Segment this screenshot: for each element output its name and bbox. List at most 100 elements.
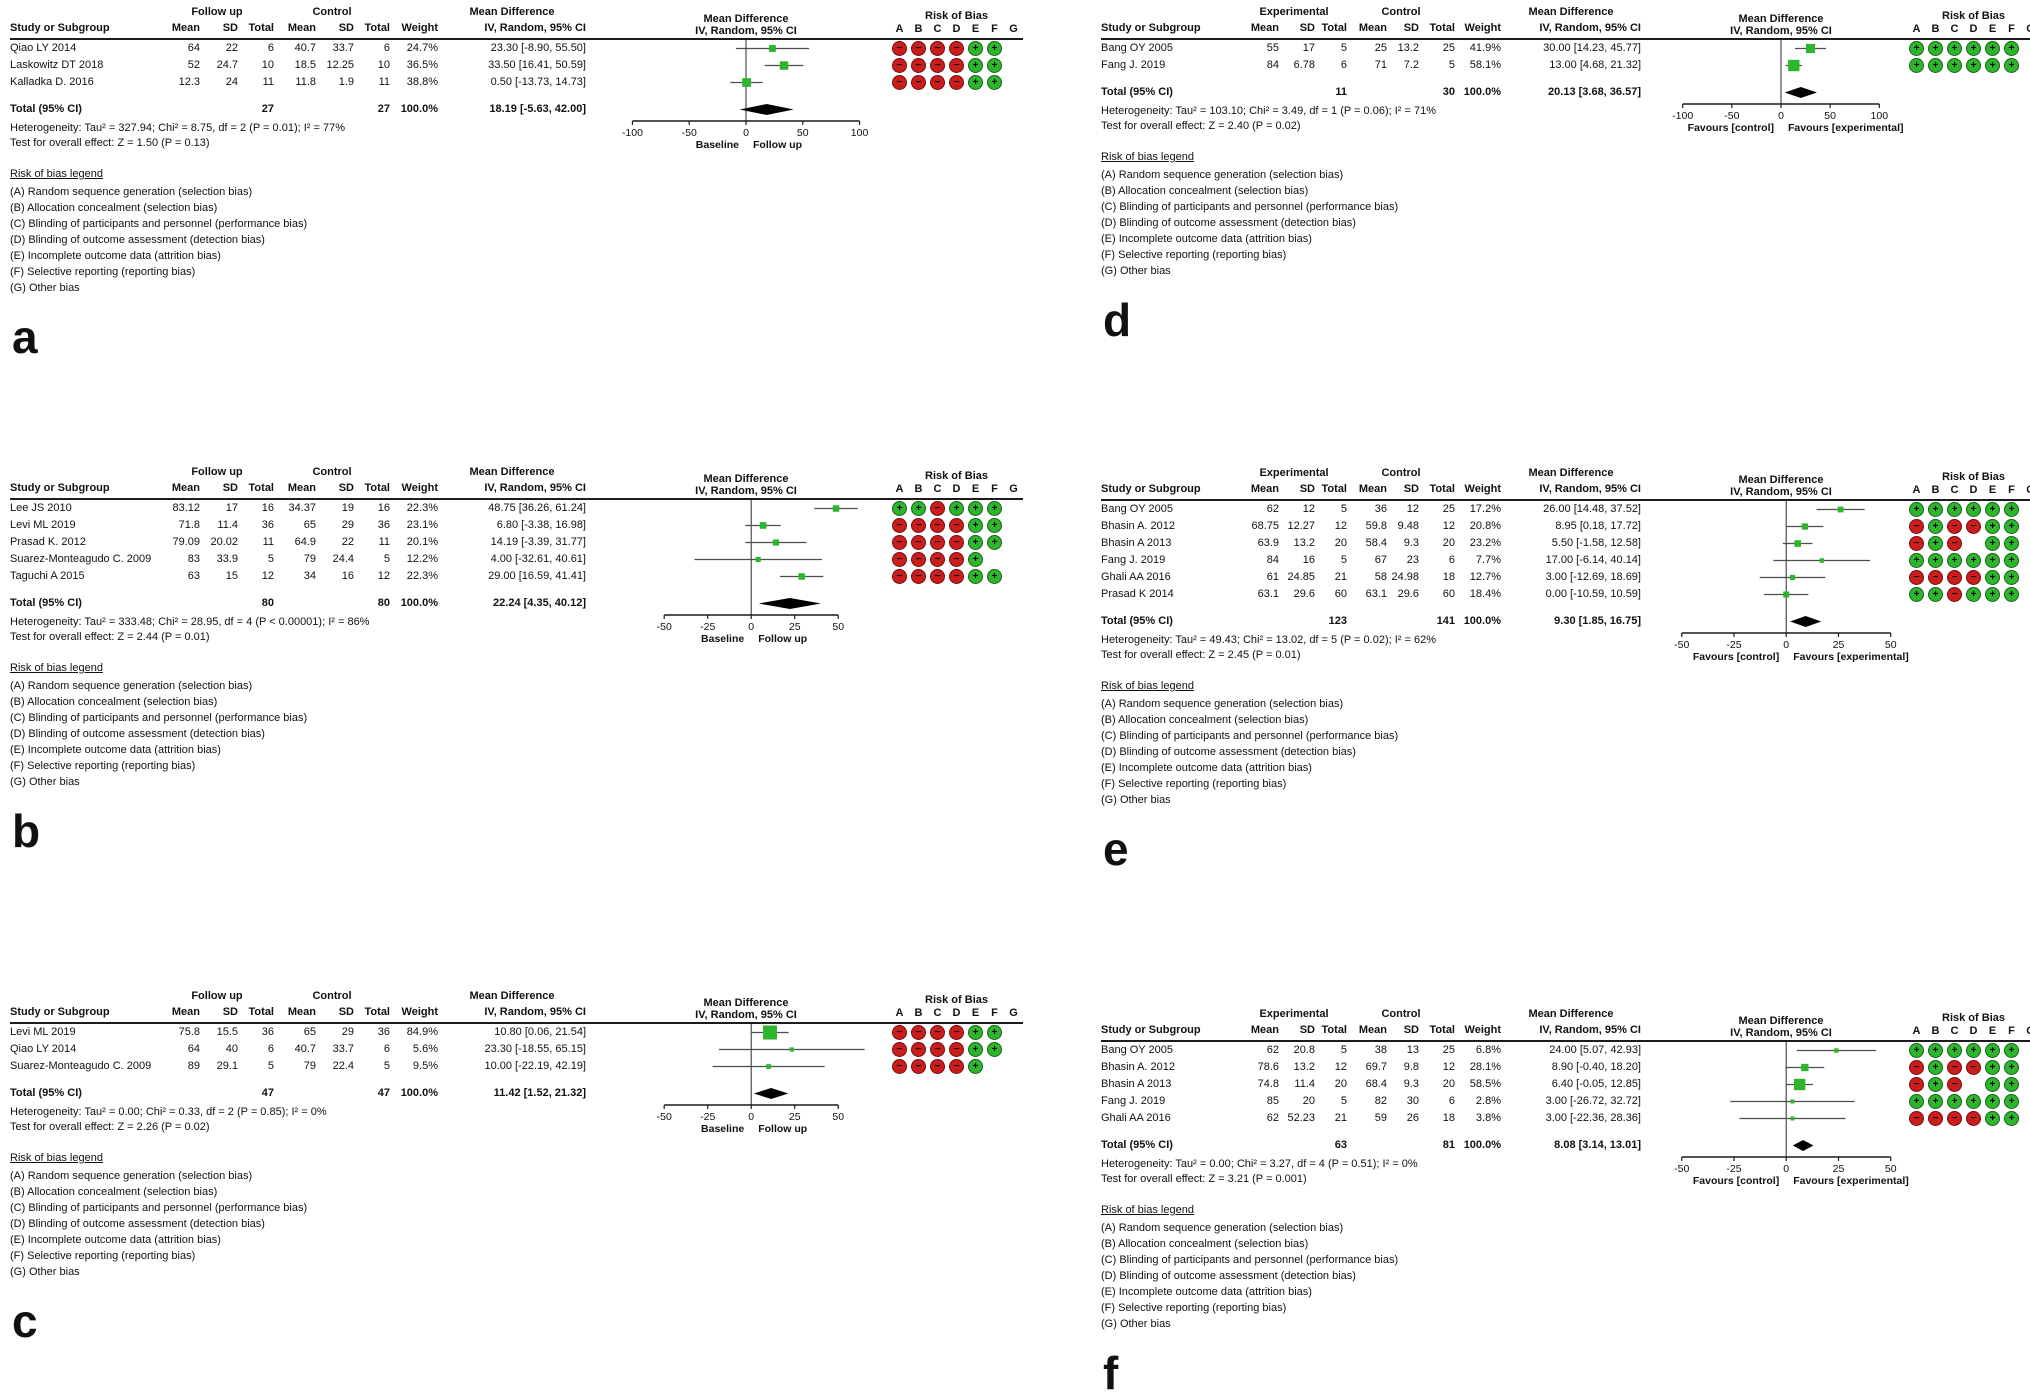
- table-cell: 33.7: [332, 42, 354, 54]
- table-column-headers: Study or Subgroup Mean SD Total Mean SD Total W…: [10, 480, 586, 497]
- rob-column-letter: A: [895, 1007, 904, 1019]
- panel-a: Follow up Control Mean Difference Study or …: [10, 5, 1023, 362]
- sd-column-header: SD: [338, 482, 354, 494]
- rob-slot: +: [2002, 570, 2021, 585]
- legend-item: (E) Incomplete outcome data (attrition b…: [1101, 762, 1312, 774]
- table-cell: 85: [1266, 1095, 1279, 1107]
- effect-square: [1793, 1078, 1806, 1091]
- rob-column-letter: F: [2008, 484, 2015, 496]
- effect-ci-column-header: IV, Random, 95% CI: [1539, 483, 1641, 495]
- rob-column-letter: A: [1912, 1025, 1921, 1037]
- effect-header: Mean Difference: [469, 990, 555, 1002]
- rob-grid: − − − − + + − − − − + + − − − − +: [880, 1024, 1023, 1138]
- rob-slot: +: [1983, 553, 2002, 568]
- rob-slot: −: [928, 552, 947, 567]
- rob-high-risk-dot: −: [1947, 1111, 1962, 1126]
- rob-column-letter: E: [1988, 484, 1997, 496]
- right-column: Experimental Control Mean Difference Study …: [1015, 0, 2030, 1398]
- rob-high-risk-dot: −: [1909, 1060, 1924, 1075]
- rob-low-risk-dot: +: [968, 501, 983, 516]
- legend-item: (D) Blinding of outcome assessment (dete…: [1101, 746, 1356, 758]
- table-cell: 26: [1406, 1112, 1419, 1124]
- rob-high-risk-dot: −: [930, 58, 945, 73]
- table-cell: 33.7: [332, 1043, 354, 1055]
- table-header: Experimental Control Mean Difference Study …: [1101, 6, 1641, 40]
- total-row: Total (95% CI) 47 47 100.0% 11.42 [1.52, 21.…: [10, 1085, 586, 1102]
- study-column-header: Study or Subgroup: [1101, 483, 1201, 495]
- rob-column-letter: G: [1009, 1007, 1018, 1019]
- rob-column-letter: C: [933, 1007, 942, 1019]
- table-cell: 62: [1266, 1112, 1279, 1124]
- rob-slot: +: [1983, 1094, 2002, 1109]
- rob-slot: +: [1945, 502, 1964, 517]
- risk-of-bias-legend: Risk of bias legend (A) Random sequence g…: [10, 1150, 1015, 1280]
- rob-slot: −: [909, 569, 928, 584]
- panel-e: Experimental Control Mean Difference Study …: [1101, 467, 2030, 874]
- table-cell: 61: [1266, 571, 1279, 583]
- table-cell: 20: [1334, 1078, 1347, 1090]
- rob-column-letter: D: [952, 23, 961, 35]
- rob-low-risk-dot: +: [2004, 41, 2019, 56]
- rob-slot: +: [2002, 58, 2021, 73]
- rob-slot: −: [928, 518, 947, 533]
- axis-tick-label: 0: [1783, 1163, 1789, 1175]
- panel-grid: Follow up Control Mean Difference Study or …: [10, 990, 1023, 1138]
- table-group-header: Follow up Control Mean Difference: [10, 5, 586, 20]
- rob-column-letter: B: [1931, 484, 1940, 496]
- rob-high-risk-dot: −: [892, 518, 907, 533]
- rob-high-risk-dot: −: [949, 569, 964, 584]
- table-cell: 36: [377, 519, 390, 531]
- forest-plot: -50 -25 0 25 50 Favours [control] Favours [exp…: [1674, 1042, 1909, 1187]
- panel-letter: b: [12, 805, 41, 857]
- spacer: [1101, 74, 1641, 84]
- study-name: Fang J. 2019: [1101, 59, 1166, 71]
- rob-slot: +: [2002, 536, 2021, 551]
- study-table: Bang OY 2005 62 20.8 5 38 13 25 6.8% 24.00 [5.07…: [1101, 1042, 1641, 1190]
- rob-slot: +: [1983, 519, 2002, 534]
- total-label: Total (95% CI): [10, 103, 82, 115]
- spacer: [1101, 1127, 1641, 1137]
- rob-high-risk-dot: −: [911, 1025, 926, 1040]
- stats-block: Heterogeneity: Tau² = 0.00; Chi² = 0.33,…: [10, 1105, 586, 1135]
- axis-tick-label: -50: [1724, 110, 1739, 122]
- rob-low-risk-dot: +: [1909, 58, 1924, 73]
- table-cell: 36: [377, 1026, 390, 1038]
- table-cell: 100.0%: [1463, 1139, 1501, 1151]
- legend-item: (D) Blinding of outcome assessment (dete…: [1101, 1270, 1356, 1282]
- rob-slot: −: [890, 1025, 909, 1040]
- table-cell: 67: [1374, 554, 1387, 566]
- rob-title: Risk of Bias: [1942, 471, 2005, 483]
- rob-slot: +: [2002, 1043, 2021, 1058]
- rob-low-risk-dot: +: [1928, 1060, 1943, 1075]
- study-name: Bhasin A 2013: [1101, 1078, 1172, 1090]
- axis-tick-label: 50: [1885, 639, 1897, 651]
- rob-grid: − − − − + + − − − − + + − − − − + +: [880, 40, 1023, 154]
- rob-row: − − − − + +: [890, 517, 1023, 534]
- rob-slot: −: [947, 41, 966, 56]
- rob-slot: +: [1907, 58, 1926, 73]
- spacer: [1101, 5, 1241, 20]
- rob-column-letter: F: [991, 23, 998, 35]
- forest-plot-cell: -50 -25 0 25 50 Favours [control] Favours [exp…: [1641, 1042, 1909, 1190]
- plot-header: Mean Difference IV, Random, 95% CI: [586, 466, 880, 500]
- study-name: Levi ML 2019: [10, 1026, 76, 1038]
- rob-high-risk-dot: −: [1966, 519, 1981, 534]
- rob-high-risk-dot: −: [949, 75, 964, 90]
- rob-slot: −: [890, 552, 909, 567]
- total-column-header: Total: [248, 22, 274, 34]
- rob-slot: −: [947, 569, 966, 584]
- total-column-header: Total: [1429, 483, 1455, 495]
- rob-column-letter: D: [1969, 23, 1978, 35]
- effect-ci-column-header: IV, Random, 95% CI: [484, 482, 586, 494]
- table-cell: 27: [261, 103, 274, 115]
- table-cell: 9.3: [1403, 537, 1419, 549]
- rob-slot: +: [1964, 587, 1983, 602]
- rob-slot: −: [947, 1042, 966, 1057]
- rob-title: Risk of Bias: [1942, 10, 2005, 22]
- table-cell: 68.4: [1365, 1078, 1387, 1090]
- study-column-header: Study or Subgroup: [10, 1006, 110, 1018]
- rob-slot: +: [2002, 1060, 2021, 1075]
- table-cell: 28.1%: [1469, 1061, 1501, 1073]
- rob-slot: +: [1926, 519, 1945, 534]
